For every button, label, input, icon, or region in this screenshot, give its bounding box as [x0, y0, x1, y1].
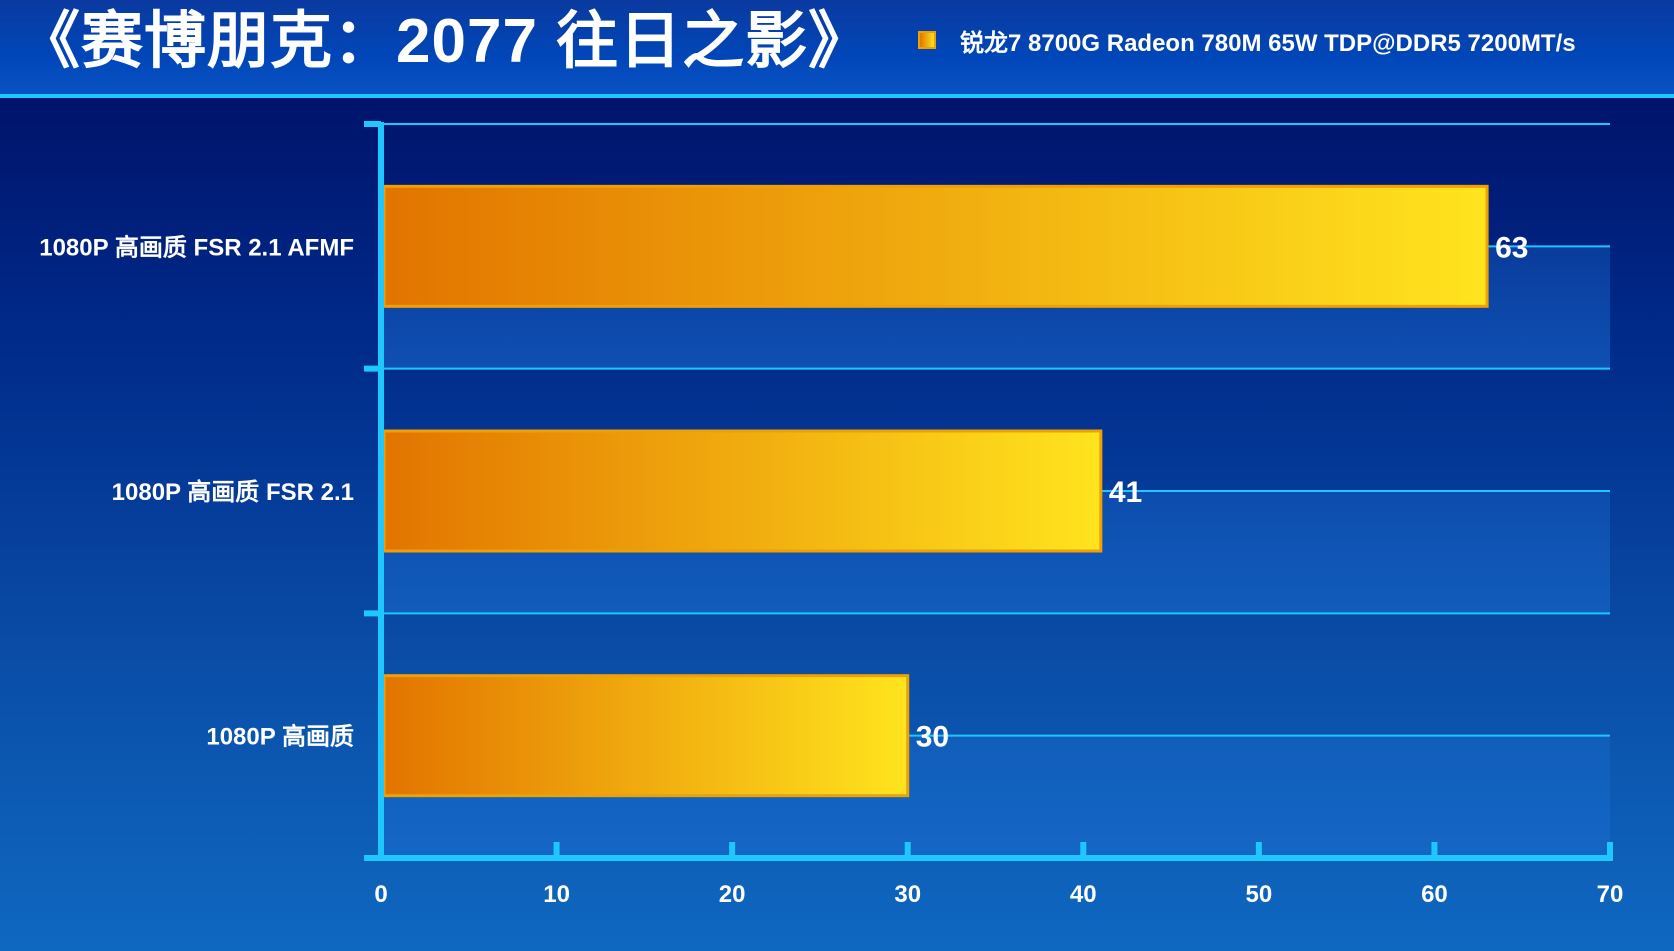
value-labels: 63 41 30 [916, 231, 1529, 753]
x-tick-label: 10 [543, 881, 570, 908]
x-tick-label: 50 [1246, 881, 1273, 908]
legend-label: 锐龙7 8700G Radeon 780M 65W TDP@DDR5 7200M… [960, 29, 1576, 57]
value-label: 30 [916, 721, 949, 754]
chart-legend: 锐龙7 8700G Radeon 780M 65W TDP@DDR5 7200M… [918, 24, 1576, 57]
x-tick-label: 70 [1597, 881, 1624, 908]
value-label: 41 [1109, 476, 1142, 509]
bar [382, 674, 910, 798]
category-labels: 1080P 高画质 FSR 2.1 AFMF 1080P 高画质 FSR 2.1 1… [39, 233, 354, 750]
x-tick-labels: 0 10 20 30 40 50 60 70 [374, 881, 1623, 908]
bar [382, 184, 1489, 308]
category-label: 1080P 高画质 FSR 2.1 AFMF [39, 233, 354, 261]
legend-swatch [918, 31, 936, 49]
chart-title: 《赛博朋克：2077 往日之影》 [18, 7, 872, 76]
x-tick-label: 0 [374, 881, 387, 908]
chart-header: 《赛博朋克：2077 往日之影》 锐龙7 8700G Radeon 780M 6… [0, 0, 1674, 98]
value-label: 63 [1495, 231, 1528, 264]
x-tick-label: 20 [719, 881, 746, 908]
x-tick-label: 60 [1421, 881, 1448, 908]
x-tick-label: 40 [1070, 881, 1097, 908]
axes [364, 121, 1613, 861]
category-label: 1080P 高画质 [206, 723, 354, 751]
x-tick-label: 30 [894, 881, 921, 908]
category-label: 1080P 高画质 FSR 2.1 [112, 478, 354, 506]
bar [382, 429, 1103, 553]
bars [382, 184, 1489, 798]
